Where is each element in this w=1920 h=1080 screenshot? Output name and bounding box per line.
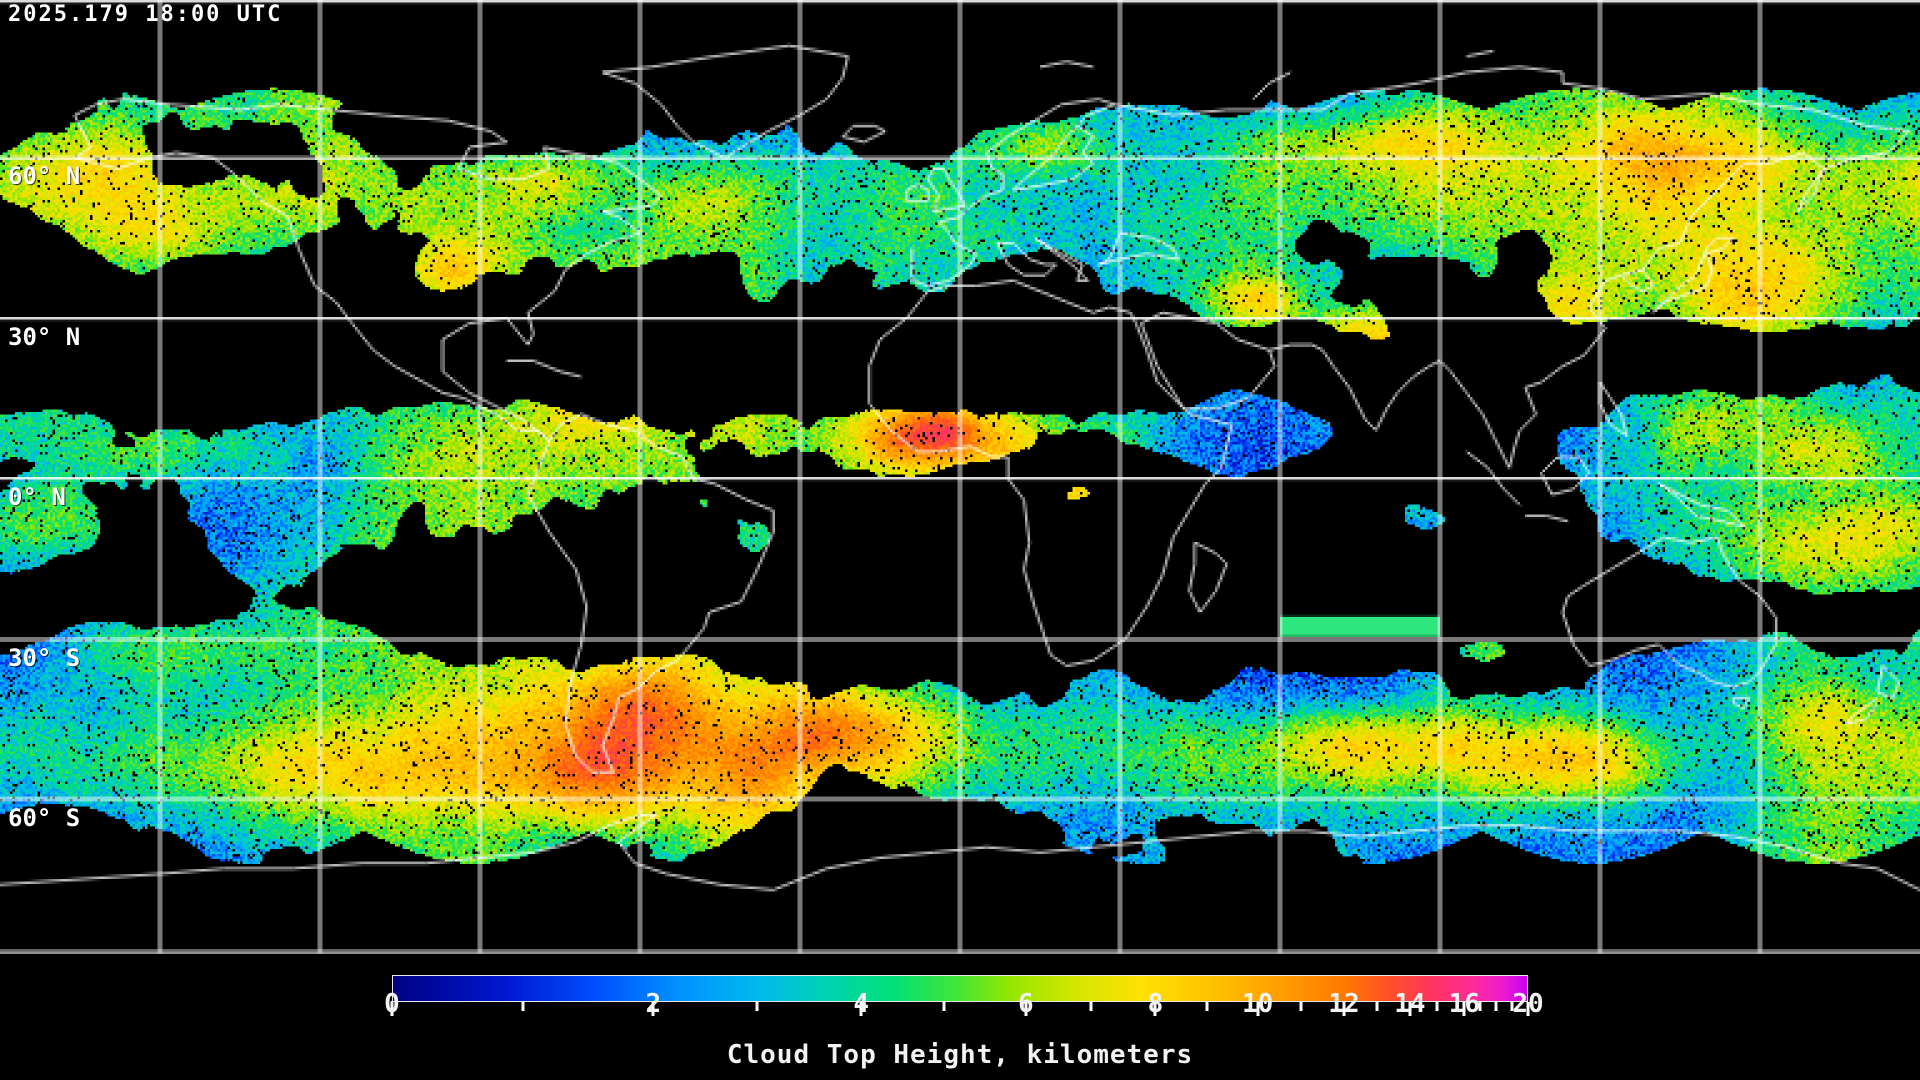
- colorbar-tick: [755, 1002, 759, 1011]
- colorbar-tick-label: 0: [384, 989, 400, 1019]
- latitude-label-30n: 30° N: [8, 323, 81, 351]
- latitude-label-60n: 60° N: [8, 162, 81, 190]
- colorbar-tick: [1205, 1002, 1208, 1011]
- colorbar-tick-label: 12: [1328, 989, 1360, 1019]
- colorbar-tick-label: 16: [1448, 989, 1481, 1019]
- colorbar-tick-label: 14: [1394, 989, 1426, 1019]
- colorbar-tick: [1342, 1002, 1346, 1016]
- latitude-label-30s: 30° S: [8, 644, 81, 672]
- colorbar-tick: [942, 1002, 946, 1011]
- colorbar-tick: [1256, 1002, 1260, 1016]
- timestamp-label: 2025.179 18:00 UTC: [8, 2, 283, 27]
- colorbar-tick: [1408, 1002, 1412, 1016]
- colorbar-title: Cloud Top Height, kilometers: [726, 1040, 1194, 1070]
- colorbar-tick-label: 6: [1018, 989, 1034, 1019]
- colorbar-tick: [1510, 1002, 1514, 1011]
- colorbar-tick: [1494, 1002, 1498, 1011]
- colorbar-tick: [1526, 1002, 1530, 1016]
- colorbar-ticks: [390, 1002, 1530, 1017]
- colorbar-tick: [1024, 1002, 1028, 1016]
- colorbar-tick: [521, 1002, 525, 1011]
- colorbar-tick-label: 2: [645, 989, 662, 1019]
- latitude-label-60s: 60° S: [8, 804, 81, 832]
- colorbar-tick-label: 4: [853, 989, 869, 1019]
- colorbar-tick: [1435, 1002, 1439, 1011]
- colorbar-gradient: [392, 975, 1528, 1002]
- colorbar-tick-label: 20: [1512, 989, 1544, 1019]
- colorbar-tick: [1299, 1002, 1303, 1011]
- colorbar-tick: [1089, 1002, 1093, 1011]
- colorbar-tick: [390, 1002, 394, 1016]
- latitude-label-0n: 0° N: [8, 483, 66, 511]
- colorbar-tick: [651, 1002, 655, 1016]
- colorbar-tick-label: 8: [1147, 989, 1164, 1019]
- colorbar-tick-label: 10: [1241, 989, 1274, 1019]
- cloud-top-height-world-map: [0, 0, 1920, 954]
- colorbar-tick: [1478, 1002, 1482, 1011]
- colorbar-tick: [1462, 1002, 1466, 1016]
- colorbar-tick: [1153, 1002, 1157, 1016]
- colorbar: 0 2 4 6 8 10 12 14 16 20: [384, 975, 1544, 1035]
- colorbar-tick: [859, 1002, 863, 1016]
- colorbar-tick: [1375, 1002, 1379, 1011]
